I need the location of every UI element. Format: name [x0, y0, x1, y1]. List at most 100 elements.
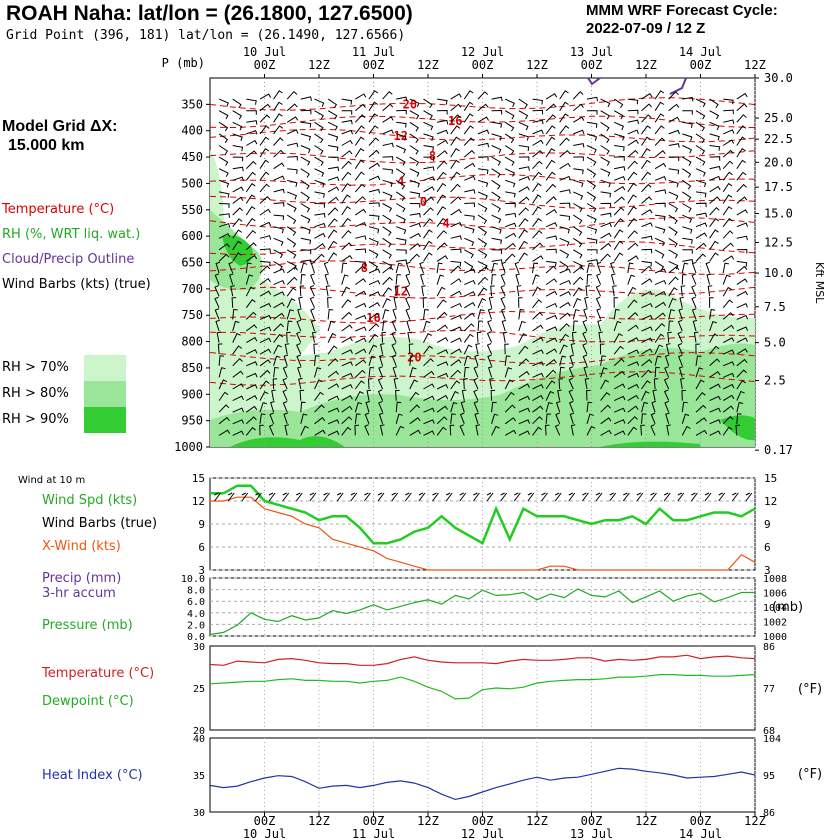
wind-barb: [409, 222, 421, 228]
wind-barb: [382, 90, 393, 100]
wind-barb: [559, 333, 569, 343]
wind-barb: [532, 119, 544, 125]
wind-barb: [273, 302, 285, 309]
wind-barb: [407, 331, 412, 343]
wind-panel-y2tick-label: 9: [764, 518, 771, 531]
wind-barb: [245, 286, 255, 297]
wind-barb: [391, 343, 397, 355]
wind-barb: [368, 237, 379, 246]
wind-barb: [259, 114, 271, 123]
wind-barb: [378, 354, 384, 366]
wind-barb: [573, 191, 584, 200]
wind-barb: [382, 116, 394, 123]
wind-barb: [709, 430, 721, 436]
wind-barb: [709, 419, 721, 425]
temperature-f-unit-label: (°F): [798, 682, 823, 697]
wind-barb: [582, 343, 588, 355]
wind-barb: [491, 145, 502, 154]
wind-barb: [641, 401, 649, 413]
wind-barb: [436, 394, 449, 402]
wind-barb: [382, 320, 388, 332]
wind-barb: [273, 175, 285, 181]
wind-barb-10m: [323, 492, 330, 502]
wind-barb: [450, 380, 461, 390]
wind-barb: [600, 222, 612, 228]
wind-barb: [327, 407, 340, 413]
wind-barb: [273, 279, 285, 286]
wind-barb: [423, 345, 433, 355]
temperature-contour-label: 16: [366, 311, 380, 325]
wind-barb: [382, 260, 393, 270]
wind-barb: [450, 302, 462, 309]
wind-barb: [368, 90, 379, 100]
wind-barb: [572, 309, 580, 320]
wind-barb: [650, 412, 656, 424]
wind-barb: [736, 303, 748, 309]
wind-barb: [382, 179, 393, 188]
wind-barb: [545, 290, 558, 297]
wind-barb: [722, 383, 735, 390]
wind-barb: [504, 417, 517, 425]
wind-barb: [654, 176, 667, 181]
wind-barb: [491, 259, 503, 264]
wind-barb: [545, 265, 557, 274]
wind-barb: [382, 156, 394, 161]
wind-barb: [463, 90, 474, 100]
wind-barb: [559, 162, 571, 170]
wind-barb: [573, 156, 584, 161]
wind-barb: [559, 90, 569, 100]
wind-barb: [532, 262, 539, 274]
wind-barb: [627, 255, 639, 262]
wind-barb: [504, 156, 515, 166]
wind-barb: [464, 302, 476, 309]
wind-barb: [273, 137, 284, 146]
wind-barb: [259, 221, 272, 228]
wind-barb: [613, 110, 624, 120]
wind-barb: [273, 188, 285, 194]
wind-barb: [545, 369, 557, 378]
wind-barb: [437, 109, 448, 115]
wind-barb: [709, 196, 721, 204]
wind-barb: [450, 196, 462, 204]
wind-barb: [459, 412, 465, 424]
wind-barb: [558, 378, 564, 390]
wind-barb: [232, 430, 244, 436]
wind-barb: [299, 389, 305, 401]
wind-barb: [627, 324, 639, 332]
wind-barb: [273, 101, 283, 111]
wind-barb: [463, 355, 472, 366]
wind-barb: [396, 259, 408, 265]
wind-barb: [652, 389, 658, 401]
legend-rh70-swatch: [84, 355, 126, 381]
wind-barb: [572, 103, 584, 112]
wind-barb: [282, 389, 288, 401]
wind-barb: [736, 248, 748, 254]
wind-barb: [693, 331, 699, 343]
wind-barb: [651, 400, 656, 413]
wind-barb: [422, 297, 428, 308]
wind-barb: [573, 116, 585, 123]
wind-barb: [559, 175, 571, 181]
wind-barb: [707, 285, 713, 297]
wind-barb: [641, 390, 650, 401]
wind-barb: [681, 390, 687, 401]
wind-barb: [736, 278, 748, 286]
wind-barb: [682, 156, 692, 166]
wind-barb: [504, 98, 515, 108]
wind-barb: [409, 429, 421, 436]
wind-barb: [500, 296, 506, 309]
wind-barb: [614, 133, 625, 141]
wind-barb: [568, 400, 574, 413]
wind-barb: [668, 297, 677, 308]
wind-barb: [641, 326, 653, 332]
wind-barb: [736, 92, 748, 100]
wind-barb: [232, 320, 240, 332]
wind-barb: [667, 331, 672, 343]
wind-barb: [259, 348, 272, 355]
wind-barb: [586, 226, 598, 234]
wind-barb: [695, 212, 708, 218]
wind-barb: [218, 243, 230, 251]
wind-barb: [613, 297, 619, 308]
wind-barb: [545, 114, 557, 123]
wind-barb: [436, 150, 448, 158]
